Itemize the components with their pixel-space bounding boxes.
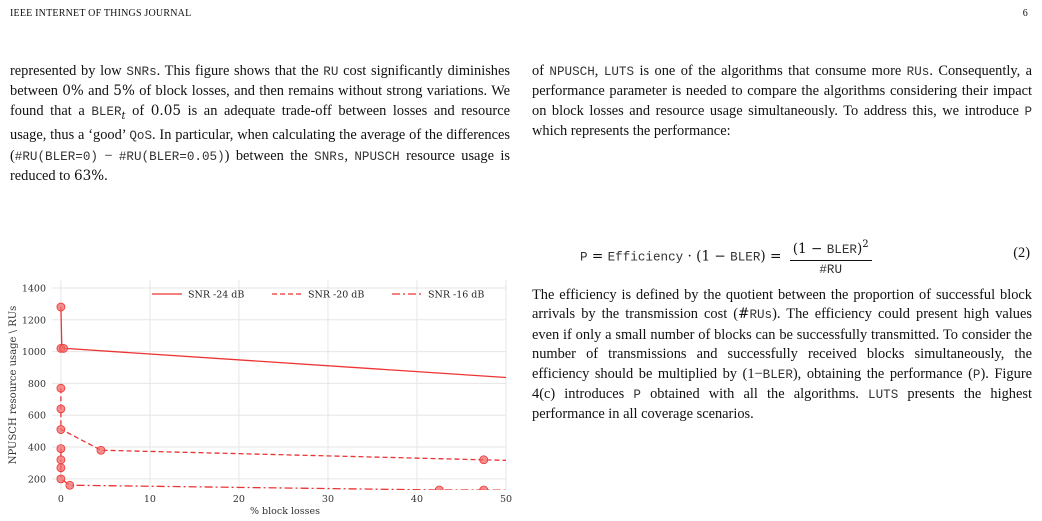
line-chart: 0 10 20 30 40 50 200 400 600 800 1000 1200 1400 % blo… — [8, 280, 512, 517]
series-1-marker — [56, 302, 66, 312]
running-header: IEEE INTERNET OF THINGS JOURNAL 6 — [10, 8, 1028, 22]
right-paragraph-2-text: The efficiency is defined by the quotien… — [532, 287, 1032, 423]
figure-block-losses-chart: 0 10 20 30 40 50 200 400 600 800 1000 1200 1400 % blo… — [0, 272, 520, 521]
right-paragraph-1: of NPUSCH, LUTS is one of the algorithms… — [532, 62, 1032, 142]
page-number: 6 — [1022, 8, 1028, 19]
right-paragraph-2: The efficiency is defined by the quotien… — [532, 286, 1032, 425]
y-tick-label: 200 — [28, 474, 46, 485]
x-axis-label: % block losses — [250, 506, 320, 517]
equation-body: P = Efficiency · (1 − BLER) = (1 − BLER)… — [580, 236, 872, 279]
left-paragraph: represented by low SNRs. This figure sho… — [10, 62, 510, 186]
series-3-marker — [479, 485, 489, 490]
series-group — [56, 302, 506, 490]
y-tick-label: 800 — [28, 379, 46, 390]
equation-fraction: (1 − BLER)2 #RU — [789, 236, 872, 279]
x-tick-label: 40 — [411, 494, 423, 505]
series-2-marker — [56, 383, 66, 393]
series-3-marker — [65, 480, 75, 490]
series-3-marker — [56, 463, 66, 473]
equation-2: P = Efficiency · (1 − BLER) = (1 − BLER)… — [532, 228, 1032, 277]
y-tick-label: 1400 — [22, 283, 46, 294]
y-tick-label: 600 — [28, 411, 46, 422]
fraction-numerator: (1 − BLER)2 — [789, 236, 872, 261]
y-tick-label: 400 — [28, 443, 46, 454]
y-tick-label: 1200 — [22, 315, 46, 326]
x-tick-label: 30 — [322, 494, 334, 505]
series-2-marker — [479, 455, 489, 465]
series-3-marker — [56, 455, 66, 465]
legend-label-2: SNR -20 dB — [308, 290, 364, 301]
series-3-marker — [434, 485, 444, 490]
x-tick-label: 10 — [144, 494, 156, 505]
plot-area — [52, 280, 506, 490]
series-3-marker — [56, 474, 66, 484]
right-paragraph-1-text: of NPUSCH, LUTS is one of the algorithms… — [532, 63, 1032, 140]
series-2-marker — [96, 445, 106, 455]
y-tick-label: 1000 — [22, 347, 46, 358]
left-paragraph-text: represented by low SNRs. This figure sho… — [10, 63, 511, 184]
x-tick-label: 20 — [233, 494, 245, 505]
equation-number: (2) — [1013, 245, 1030, 261]
x-tick-label: 50 — [500, 494, 512, 505]
series-1-marker — [59, 344, 68, 353]
legend-label-3: SNR -16 dB — [428, 290, 484, 301]
x-tick-label: 0 — [58, 494, 64, 505]
y-axis-label: NPUSCH resource usage \ RUs — [8, 306, 19, 465]
journal-name: IEEE INTERNET OF THINGS JOURNAL — [10, 8, 192, 19]
legend-label-1: SNR -24 dB — [188, 290, 244, 301]
series-2-marker — [56, 425, 66, 434]
series-2-marker — [56, 404, 66, 414]
series-3-marker — [56, 444, 66, 454]
fraction-denominator: #RU — [819, 262, 843, 277]
